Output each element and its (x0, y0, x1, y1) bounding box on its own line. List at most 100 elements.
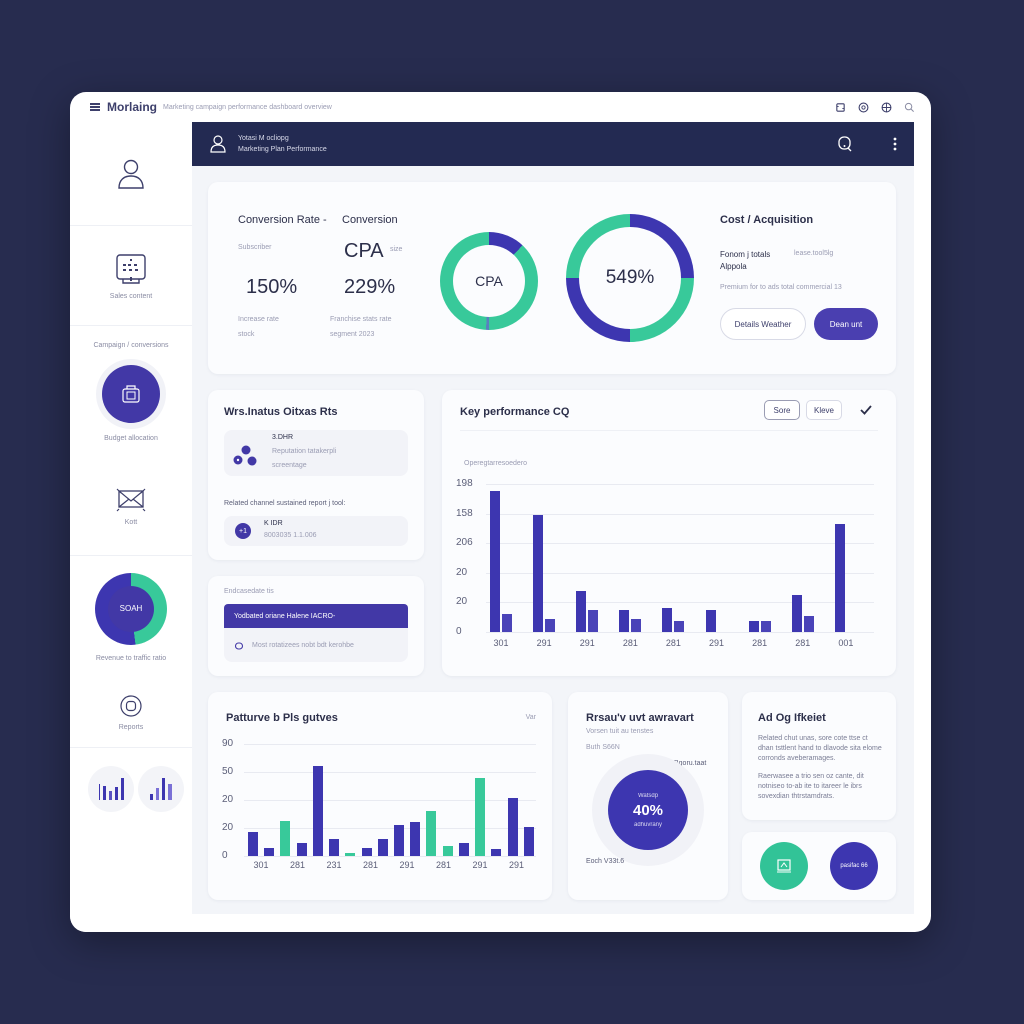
sidebar-item-label: Budget allocation (104, 435, 158, 442)
bar[interactable] (458, 842, 469, 856)
gauge-value: 40% (632, 801, 664, 819)
envelope-icon (116, 488, 146, 512)
item-line: 8003035 1.1.006 (264, 532, 317, 539)
cost-label1: Fonom j totals (720, 250, 771, 259)
globe-icon[interactable] (881, 102, 892, 113)
y-tick-label: 50 (222, 766, 234, 777)
check-icon[interactable] (860, 405, 872, 415)
bar[interactable] (533, 515, 544, 632)
notification-icon[interactable] (835, 102, 846, 113)
more-vertical-icon[interactable] (892, 136, 898, 152)
bar[interactable] (834, 523, 845, 632)
top-bar: Yotasi M ocliopg Marketing Plan Performa… (192, 122, 914, 166)
x-tick-label: 281 (289, 860, 306, 870)
action-button[interactable]: pasifac 66 (830, 842, 878, 890)
sidebar-item-label: Reports (118, 724, 144, 731)
reach-small: Buth S66N (586, 744, 620, 751)
x-tick-label: 291 (508, 860, 525, 870)
search-icon[interactable] (904, 102, 915, 113)
bar[interactable] (296, 842, 307, 856)
bar[interactable] (442, 845, 453, 856)
lock-icon (234, 642, 244, 650)
media-button[interactable] (760, 842, 808, 890)
update-panel: Endcasedate tis Yodbated oriane Halene I… (208, 576, 424, 676)
bar[interactable] (248, 832, 258, 856)
kpi-value: 150% (246, 276, 298, 298)
bar[interactable] (394, 824, 404, 856)
y-tick-label: 20 (222, 822, 234, 833)
gridline (244, 800, 536, 801)
sidebar-item-reports[interactable]: Reports (70, 678, 192, 748)
bar[interactable] (361, 848, 372, 856)
bar[interactable] (791, 595, 802, 632)
primary-action-button[interactable]: Dean unt (814, 308, 878, 340)
x-tick-label: 291 (536, 638, 552, 648)
bar[interactable] (312, 766, 323, 856)
chart-button-2[interactable]: Kleve (806, 400, 842, 420)
sidebar-item-label: Sales content (109, 293, 153, 300)
bar[interactable] (507, 797, 518, 856)
user-icon (118, 159, 144, 189)
ad-card: Ad Og Ifkeiet Related chut unas, sore co… (742, 692, 896, 820)
bar[interactable] (490, 491, 500, 632)
ad-paragraph: Raerwasee a trio sen oz cante, dit notni… (758, 773, 864, 800)
bar[interactable] (491, 849, 502, 856)
bar[interactable] (280, 821, 291, 856)
y-tick-label: 20 (222, 794, 234, 805)
clock-icon[interactable] (858, 102, 869, 113)
bar[interactable] (588, 609, 599, 632)
gridline (244, 744, 536, 745)
bar[interactable] (803, 615, 814, 632)
bar[interactable] (426, 811, 437, 856)
list-item[interactable]: 3.DHR Reputation tatakerpli screentage (224, 430, 408, 476)
bar[interactable] (410, 822, 421, 856)
bar[interactable] (377, 839, 388, 856)
list-item[interactable]: +1 K IDR 8003035 1.1.006 (224, 516, 408, 546)
reach-title: Rrsau'v uvt awravart (586, 712, 694, 724)
bar[interactable] (619, 609, 630, 632)
gridline (244, 856, 536, 857)
chart-subtitle: Operegtarresoedero (464, 460, 528, 467)
bar[interactable] (576, 591, 587, 632)
sidebar-item-sales[interactable]: Sales content (70, 226, 192, 326)
chart-button-1[interactable]: Sore (764, 400, 800, 420)
bar-chart-icon[interactable] (88, 766, 134, 812)
details-button[interactable]: Details Weather (720, 308, 806, 340)
app-name: Morlaing (107, 100, 157, 114)
sidebar-item-mail[interactable]: Kott (70, 456, 192, 556)
sidebar-item-profile[interactable] (70, 122, 192, 226)
bar[interactable] (502, 613, 512, 632)
sidebar-item-budget[interactable]: Campaign / conversions Budget allocation (70, 326, 192, 456)
bar[interactable] (662, 608, 673, 632)
sidebar-item-revenue[interactable]: SOAH Revenue to traffic ratio (70, 556, 192, 678)
kpi-foot: stock (238, 331, 255, 338)
bar[interactable] (748, 620, 759, 632)
bar[interactable] (345, 852, 356, 856)
bar[interactable] (329, 839, 340, 856)
user-search-icon[interactable] (836, 135, 854, 153)
bar[interactable] (705, 609, 716, 632)
reach-label-tr: Bgoru.taat (674, 760, 707, 767)
bar[interactable] (674, 620, 685, 632)
bar[interactable] (264, 848, 275, 856)
app-window: Morlaing Marketing campaign performance … (70, 92, 931, 932)
group-icon (233, 445, 257, 466)
reach-card: Rrsau'v uvt awravart Vorsen tuit au tens… (568, 692, 728, 900)
bar[interactable] (631, 619, 642, 632)
bar[interactable] (545, 618, 556, 632)
bar[interactable] (475, 777, 486, 856)
x-tick-label: 291 (399, 860, 415, 870)
gridline (486, 632, 874, 633)
bar[interactable] (760, 620, 771, 632)
bar-chart-icon[interactable] (138, 766, 184, 812)
donut-center-label: CPA (453, 245, 525, 317)
menu-icon[interactable] (90, 103, 100, 111)
gridline (486, 572, 874, 574)
chart-title: Patturve b Pls gutves (226, 712, 338, 724)
app-subtitle: Marketing campaign performance dashboard… (163, 103, 332, 111)
status-banner[interactable]: Yodbated oriane Halene IACRO- (224, 604, 408, 628)
bar[interactable] (523, 826, 534, 856)
building-icon (116, 254, 146, 284)
cost-tag: lease.tool5lg (794, 250, 834, 257)
x-tick-label: 281 (752, 638, 768, 648)
